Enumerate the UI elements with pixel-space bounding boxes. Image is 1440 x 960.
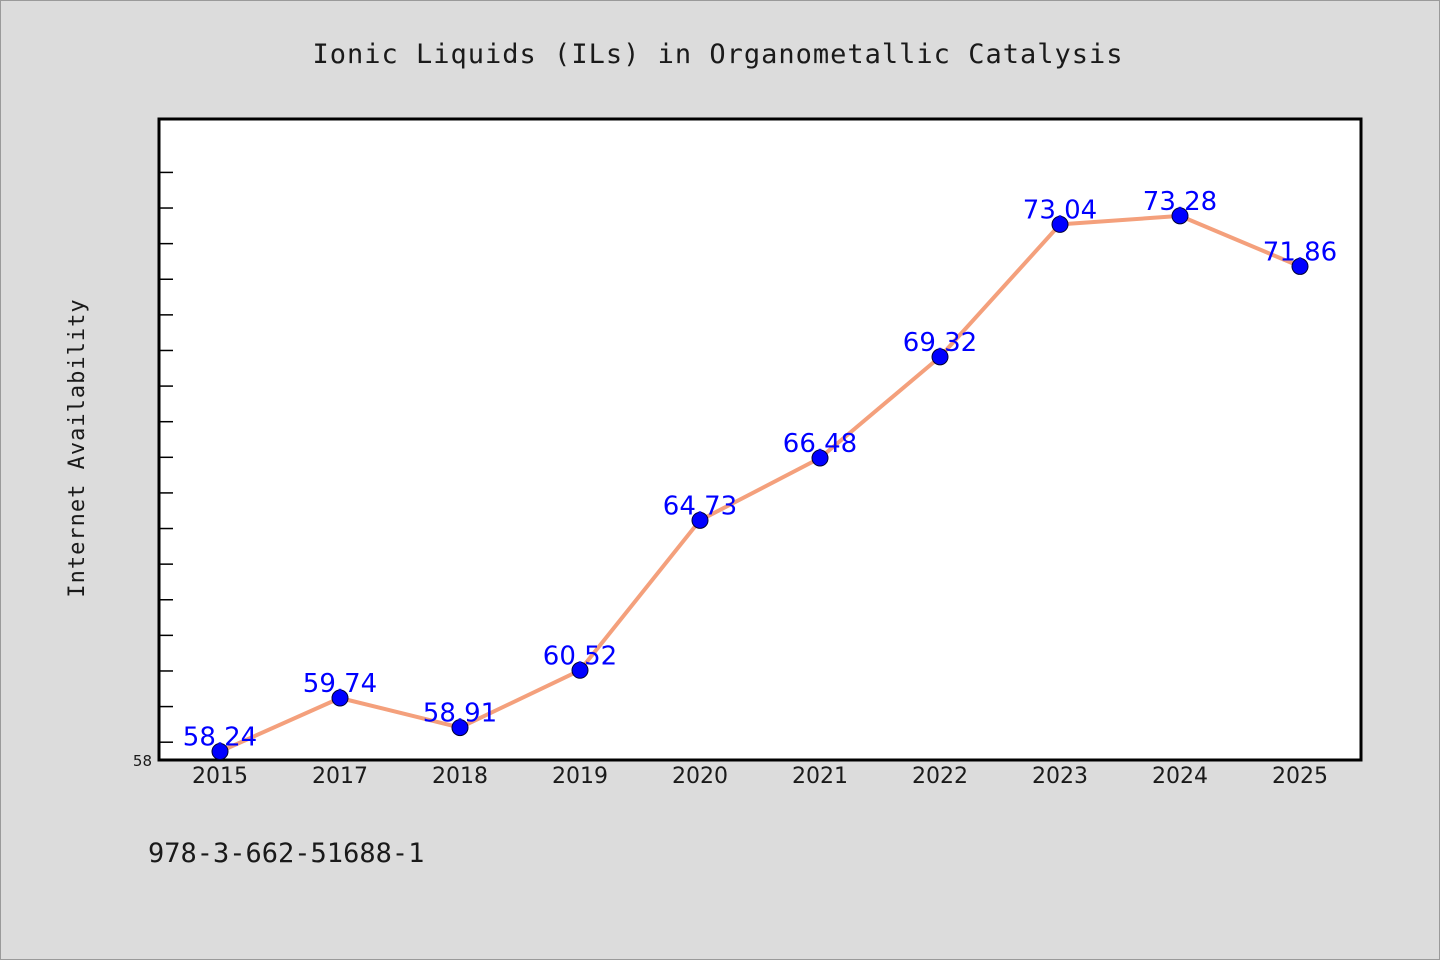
- data-point-2018: [451, 719, 469, 737]
- x-tick-label-2020: 2020: [672, 764, 728, 789]
- data-labels: 58.24 59.74 58.91 60.52 64.73 66.48 69.32 73.04…: [183, 187, 1337, 753]
- data-label-2017: 59.74: [303, 669, 377, 699]
- data-label-2025: 71.86: [1263, 237, 1337, 267]
- x-tick-label-2021: 2021: [792, 764, 848, 789]
- plot-area: [157, 117, 1363, 762]
- footer-isbn: 978-3-662-51688-1: [148, 838, 424, 869]
- data-point-2020: [691, 511, 709, 529]
- x-tick-label-2022: 2022: [912, 764, 968, 789]
- x-tick-label-2018: 2018: [432, 764, 488, 789]
- x-tick-label-2017: 2017: [312, 764, 368, 789]
- data-point-2017: [331, 689, 349, 707]
- x-tick-label-2023: 2023: [1032, 764, 1088, 789]
- y-axis-ticks: [159, 171, 173, 743]
- data-label-2021: 66.48: [783, 429, 857, 459]
- x-tick-label-2015: 2015: [192, 764, 248, 789]
- data-label-2015: 58.24: [183, 722, 257, 752]
- data-point-2021: [811, 449, 829, 467]
- y-axis-label: Internet Availability: [65, 298, 90, 597]
- data-point-2015: [211, 742, 229, 760]
- data-label-2019: 60.52: [543, 641, 617, 671]
- series-line: [219, 213, 1301, 754]
- chart-title: Ionic Liquids (ILs) in Organometallic Ca…: [312, 39, 1123, 70]
- data-label-2024: 73.28: [1143, 187, 1217, 217]
- data-label-2023: 73.04: [1023, 195, 1097, 225]
- data-point-2022: [931, 348, 949, 366]
- data-point-2019: [571, 661, 589, 679]
- data-label-2022: 69.32: [903, 328, 977, 358]
- data-point-2025: [1291, 257, 1309, 275]
- data-point-2023: [1051, 215, 1069, 233]
- x-tick-label-2024: 2024: [1152, 764, 1208, 789]
- data-label-2018: 58.91: [423, 699, 497, 729]
- data-point-2024: [1171, 207, 1189, 225]
- x-axis-tick-labels: 2015 2017 2018 2019 2020 2021 2022 2023 2024 2025: [192, 764, 1328, 789]
- x-tick-label-2019: 2019: [552, 764, 608, 789]
- data-markers: [211, 207, 1309, 760]
- data-label-2020: 64.73: [663, 491, 737, 521]
- y-tick-label-58: 58: [133, 752, 152, 770]
- x-tick-label-2025: 2025: [1272, 764, 1328, 789]
